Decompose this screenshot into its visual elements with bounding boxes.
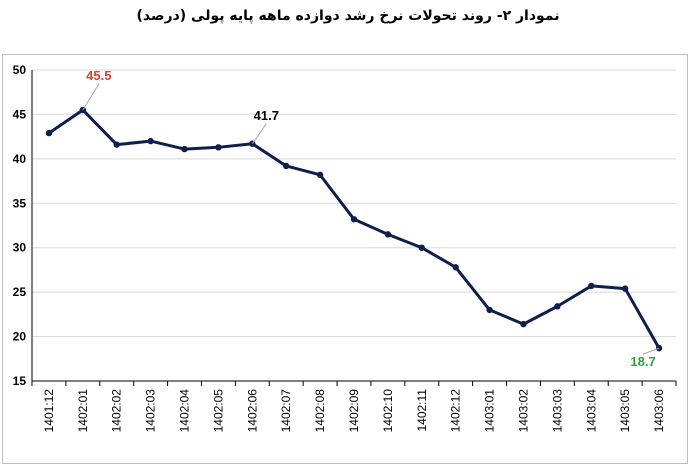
- x-tick-label: 1401:12: [42, 389, 56, 433]
- chart-title: نمودار ۲- روند تحولات نرخ رشد دوازده ماه…: [136, 8, 560, 24]
- data-point: [45, 129, 53, 137]
- data-label: 45.5: [86, 68, 111, 83]
- x-tick-label: 1402:04: [178, 389, 192, 433]
- data-label-leader: [251, 123, 267, 145]
- x-tick-label: 1403:04: [584, 389, 598, 433]
- x-tick-label: 1403:02: [516, 389, 530, 433]
- y-tick-label: 20: [13, 330, 27, 344]
- data-point: [621, 285, 629, 292]
- x-tick-label: 1403:01: [483, 389, 497, 433]
- x-tick-label: 1402:05: [211, 389, 225, 433]
- x-tick-label: 1402:11: [415, 389, 429, 432]
- y-tick-label: 15: [13, 374, 27, 388]
- data-point: [418, 244, 425, 251]
- data-point: [588, 282, 595, 290]
- data-label: 41.7: [254, 108, 279, 123]
- x-tick-label: 1403:03: [550, 389, 564, 433]
- x-tick-label: 1403:05: [618, 389, 632, 433]
- data-point: [554, 303, 561, 310]
- x-tick-label: 1402:12: [449, 389, 463, 433]
- data-label-leader: [642, 347, 660, 355]
- x-tick-label: 1402:03: [144, 389, 158, 433]
- data-point: [452, 264, 459, 271]
- data-point: [520, 320, 527, 328]
- data-point: [384, 231, 392, 238]
- series-line: [48, 108, 661, 349]
- data-label: 18.7: [630, 354, 655, 369]
- x-tick-label: 1402:09: [347, 389, 361, 433]
- y-tick-label: 30: [13, 241, 27, 255]
- x-tick-label: 1402:01: [76, 389, 90, 433]
- y-tick-label: 50: [13, 63, 27, 77]
- x-tick-label: 1402:10: [381, 389, 395, 433]
- data-point: [215, 144, 222, 151]
- data-point: [147, 137, 154, 145]
- data-label-leader: [82, 83, 100, 111]
- chart-frame: [2, 54, 688, 464]
- y-tick-label: 25: [13, 285, 27, 299]
- data-point: [350, 216, 358, 223]
- x-tick-label: 1402:08: [313, 389, 327, 433]
- x-tick-label: 1402:07: [279, 389, 293, 433]
- x-tick-label: 1403:06: [652, 389, 666, 433]
- y-tick-label: 45: [13, 107, 27, 121]
- data-point: [113, 141, 120, 148]
- x-tick-label: 1402:02: [110, 389, 124, 433]
- data-point: [316, 171, 324, 179]
- x-tick-label: 1402:06: [245, 389, 259, 433]
- y-tick-label: 35: [13, 196, 27, 210]
- data-point: [283, 162, 290, 170]
- y-tick-label: 40: [13, 152, 27, 166]
- data-point: [486, 306, 493, 314]
- data-point: [181, 145, 188, 153]
